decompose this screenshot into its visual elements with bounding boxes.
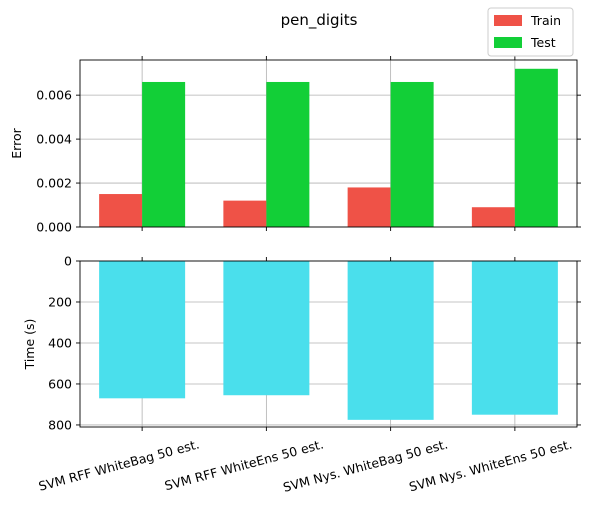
y-axis-label: Error <box>9 127 24 158</box>
bar-train-1 <box>223 200 267 227</box>
bar-train-0 <box>99 194 143 227</box>
legend: Train Test <box>487 7 574 57</box>
bar-test-3 <box>514 68 558 227</box>
axes-frame <box>79 59 578 228</box>
bar-test-0 <box>142 81 186 227</box>
y-tick-label: 600 <box>48 376 72 391</box>
y-tick-label: 0.004 <box>36 132 72 147</box>
y-tick-label: 800 <box>48 417 72 432</box>
bar-test-1 <box>266 81 310 227</box>
bar-time-2 <box>347 261 434 420</box>
legend-swatch-test <box>494 37 522 48</box>
bar-time-0 <box>99 261 186 399</box>
bar-train-2 <box>347 187 391 227</box>
bar-time-1 <box>223 261 310 396</box>
y-tick-label: 200 <box>48 294 72 309</box>
legend-label-train: Train <box>530 13 561 28</box>
legend-swatch-train <box>494 15 522 26</box>
y-tick-label: 0 <box>64 254 72 269</box>
y-tick-label: 0.000 <box>36 220 72 235</box>
y-tick-label: 400 <box>48 335 72 350</box>
time-panel: 0 200 400 600 800 Time (s) <box>22 254 581 432</box>
x-tick-labels: SVM RFF WhiteBag 50 est.SVM RFF WhiteEns… <box>37 436 574 494</box>
bar-time-3 <box>471 261 558 415</box>
chart-title: pen_digits <box>281 11 358 30</box>
y-tick-label: 0.006 <box>36 88 72 103</box>
error-panel: 0.000 0.002 0.004 0.006 Error <box>9 56 581 235</box>
axes-frame <box>79 260 578 428</box>
bar-train-3 <box>471 207 515 227</box>
bar-test-2 <box>390 81 434 227</box>
y-tick-label: 0.002 <box>36 176 72 191</box>
legend-label-test: Test <box>530 35 556 50</box>
y-axis-label: Time (s) <box>22 319 37 371</box>
